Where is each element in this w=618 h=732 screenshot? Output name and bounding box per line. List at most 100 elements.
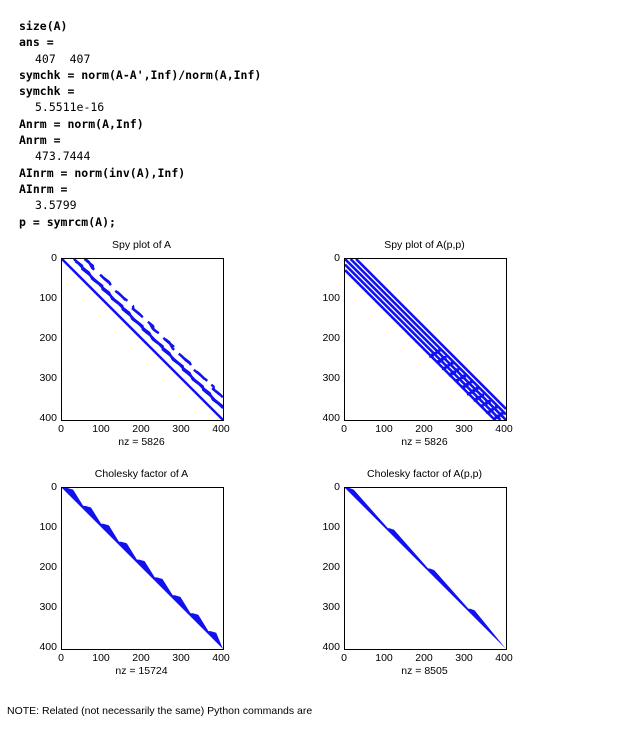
spy-point [494,416,498,420]
spy-point [469,390,473,394]
spy-point [456,368,460,372]
spy-point [493,417,497,420]
y-tick-label: 200 [39,561,57,573]
y-tick-label: 300 [39,372,57,384]
spy-point [470,380,474,384]
spy-point [446,364,450,368]
spy-band [355,259,506,410]
plot-canvas [62,488,223,649]
y-tick-label: 400 [322,641,340,653]
spy-point [493,406,497,410]
sparsity-plot [344,487,507,650]
spy-point [489,409,493,413]
spy-point [453,370,457,374]
spy-point [500,412,504,416]
spy-point [430,353,434,357]
y-tick-label: 200 [39,332,57,344]
plot-canvas [345,488,506,649]
console-command-line: symchk = [19,84,75,99]
nonzero-count-label: nz = 5826 [118,436,165,448]
x-tick-label: 300 [455,423,473,435]
console-output-line: 5.5511e-16 [35,100,105,115]
spy-point [444,365,448,369]
nonzero-count-label: nz = 5826 [401,436,448,448]
spy-band [349,259,506,416]
x-tick-label: 200 [415,423,433,435]
x-tick-label: 200 [132,423,150,435]
console-command-line: Anrm = norm(A,Inf) [19,116,144,131]
plot-title: Cholesky factor of A [94,468,189,480]
spy-point [462,385,466,389]
spy-point [485,401,489,405]
spy-point [448,373,452,377]
plot-canvas [345,259,506,420]
python-note: NOTE: Related (not necessarily the same)… [7,705,313,717]
x-tick-label: 400 [212,423,230,435]
console-command-line: AInrm = [19,181,68,196]
spy-point [483,402,487,406]
spy-point [479,394,483,398]
console-command-line: AInrm = norm(inv(A),Inf) [19,165,186,180]
spy-point [460,376,464,380]
x-tick-label: 0 [341,652,347,664]
spy-band [345,259,506,420]
console-command-line: Anrm = [19,133,61,148]
spy-point [450,372,454,376]
spy-point [475,397,479,401]
console-output-line: 407 407 [35,51,91,66]
command-console: size(A) ans = 407 407 symchk = norm(A-A',In… [19,18,261,230]
console-command-line: symchk = norm(A-A',Inf)/norm(A,Inf) [19,67,262,82]
y-tick-label: 100 [322,521,340,533]
nonzero-count-label: nz = 8505 [401,665,448,677]
console-output-line: 473.7444 [35,149,91,164]
spy-point [495,405,499,409]
x-tick-label: 100 [375,423,393,435]
spy-point [480,404,484,408]
y-tick-label: 0 [51,252,57,264]
y-tick-label: 0 [51,481,57,493]
spy-point [450,361,454,365]
y-tick-label: 300 [322,601,340,613]
sparsity-plot [344,258,507,421]
spy-point [481,393,485,397]
spy-point [464,384,468,388]
x-tick-label: 300 [172,652,190,664]
plot-title: Spy plot of A [112,239,171,251]
x-tick-label: 0 [341,423,347,435]
y-tick-label: 100 [39,292,57,304]
spy-point [473,398,477,402]
spy-point [435,350,439,354]
x-tick-label: 400 [495,423,513,435]
x-tick-label: 100 [92,423,110,435]
y-tick-label: 300 [39,601,57,613]
x-tick-label: 100 [375,652,393,664]
spy-point [436,349,440,353]
y-tick-label: 200 [322,561,340,573]
sparsity-plot [61,487,224,650]
plot-title: Cholesky factor of A(p,p) [367,468,482,480]
spy-point [490,408,494,412]
spy-point [472,389,476,393]
spy-point [468,381,472,385]
y-tick-label: 0 [334,252,340,264]
console-command-line: ans = [19,35,54,50]
x-tick-label: 400 [495,652,513,664]
x-tick-label: 0 [58,652,64,664]
spy-point [429,354,433,358]
y-tick-label: 100 [322,292,340,304]
y-tick-label: 200 [322,332,340,344]
spy-point [474,388,478,392]
y-tick-label: 400 [39,641,57,653]
spy-point [455,378,459,382]
y-tick-label: 100 [39,521,57,533]
x-tick-label: 200 [132,652,150,664]
spy-point [440,357,444,361]
spy-band [345,269,496,420]
console-output-line: 3.5799 [35,198,77,213]
x-tick-label: 300 [455,652,473,664]
spy-point [458,377,462,381]
cholesky-band [345,488,506,649]
y-tick-label: 0 [334,481,340,493]
y-tick-label: 400 [322,412,340,424]
spy-point [498,413,502,417]
